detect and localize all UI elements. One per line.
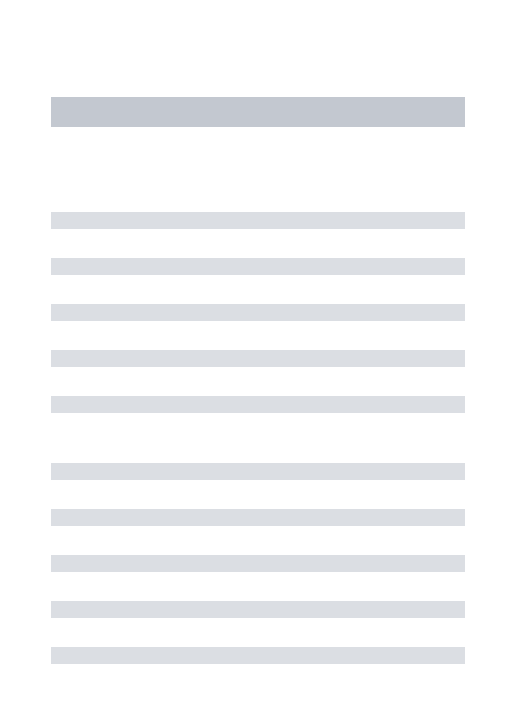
- skeleton-line: [51, 555, 465, 572]
- skeleton-line: [51, 350, 465, 367]
- skeleton-line: [51, 396, 465, 413]
- skeleton-line: [51, 258, 465, 275]
- skeleton-line: [51, 601, 465, 618]
- skeleton-line: [51, 647, 465, 664]
- skeleton-line: [51, 304, 465, 321]
- skeleton-section-1: [51, 212, 465, 413]
- skeleton-line: [51, 463, 465, 480]
- skeleton-line: [51, 212, 465, 229]
- skeleton-container: [0, 0, 516, 664]
- skeleton-header-bar: [51, 97, 465, 127]
- skeleton-line: [51, 509, 465, 526]
- skeleton-section-2: [51, 463, 465, 664]
